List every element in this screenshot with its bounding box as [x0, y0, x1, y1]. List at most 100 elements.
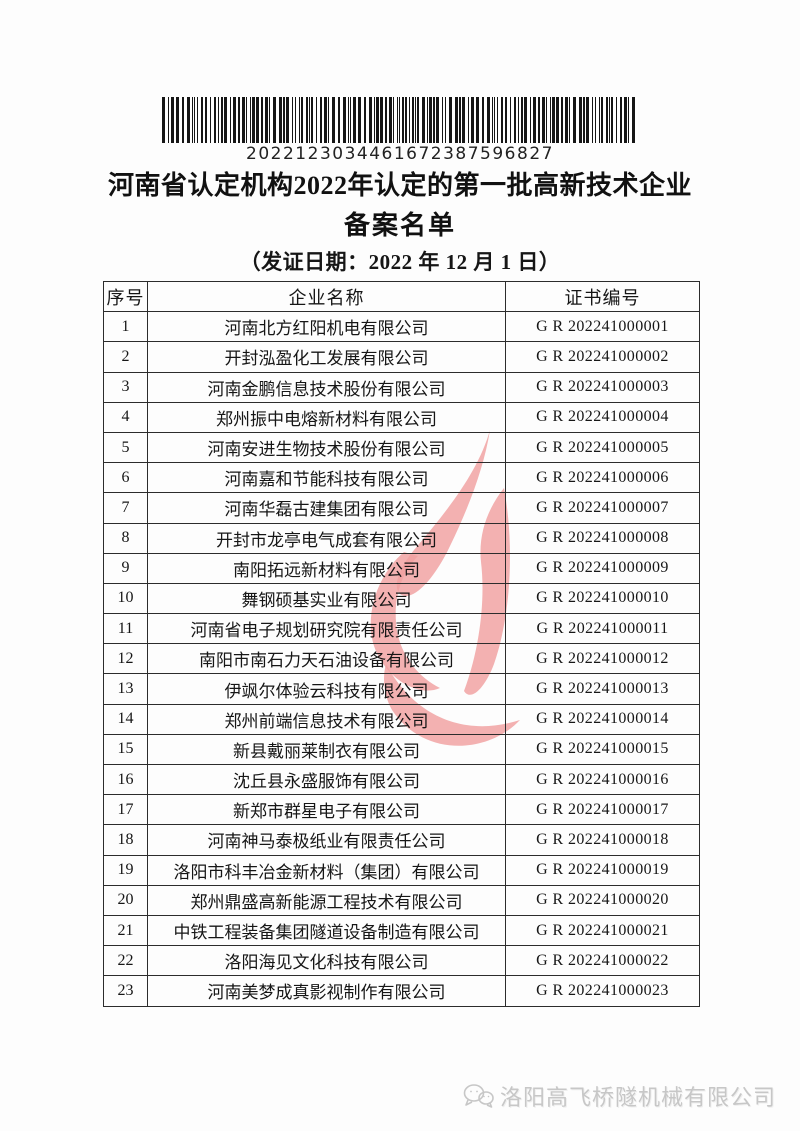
row-index-cell: 11 — [103, 613, 148, 645]
row-index-cell: 15 — [103, 733, 148, 766]
cert-number-cell: G R 202241000009 — [505, 552, 700, 584]
cert-number-cell: G R 202241000002 — [505, 341, 700, 373]
table-row: 19 洛阳市科丰冶金新材料（集团）有限公司 G R 202241000019 — [103, 854, 700, 886]
company-name-cell: 开封市龙亭电气成套有限公司 — [147, 522, 506, 554]
row-index-cell: 6 — [103, 462, 148, 494]
table-row: 8 开封市龙亭电气成套有限公司 G R 202241000008 — [103, 522, 700, 554]
header-index: 序号 — [103, 280, 148, 313]
cert-number-cell: G R 202241000021 — [505, 914, 700, 947]
row-index-cell: 23 — [103, 975, 148, 1007]
row-index-cell: 19 — [103, 854, 148, 886]
header-cert-number: 证书编号 — [505, 280, 700, 313]
row-index-cell: 14 — [103, 703, 148, 735]
company-name-cell: 河南嘉和节能科技有限公司 — [147, 462, 506, 494]
cert-number-cell: G R 202241000014 — [505, 703, 700, 735]
header-company-name: 企业名称 — [147, 280, 506, 313]
company-name-cell: 南阳市南石力天石油设备有限公司 — [147, 643, 506, 675]
document-title-line2: 备案名单 — [343, 211, 456, 240]
cert-number-cell: G R 202241000006 — [505, 462, 700, 494]
company-name-cell: 伊飒尔体验云科技有限公司 — [147, 673, 506, 705]
table-row: 5 河南安进生物技术股份有限公司 G R 202241000005 — [103, 431, 700, 464]
table-row: 4 郑州振中电熔新材料有限公司 G R 202241000004 — [103, 401, 700, 433]
company-name-cell: 河南美梦成真影视制作有限公司 — [147, 975, 506, 1007]
company-name-cell: 洛阳海见文化科技有限公司 — [147, 945, 506, 977]
row-index-cell: 5 — [103, 431, 148, 464]
row-index-cell: 18 — [103, 824, 148, 856]
cert-number-cell: G R 202241000005 — [505, 431, 700, 464]
cert-number-cell: G R 202241000001 — [505, 311, 700, 343]
table-row: 17 新郑市群星电子有限公司 G R 202241000017 — [103, 794, 700, 826]
company-name-cell: 河南金鹏信息技术股份有限公司 — [147, 371, 506, 403]
row-index-cell: 22 — [103, 945, 148, 977]
cert-number-cell: G R 202241000022 — [505, 945, 700, 977]
row-index-cell: 7 — [103, 492, 148, 524]
table-row: 21 中铁工程装备集团隧道设备制造有限公司 G R 202241000021 — [103, 914, 700, 947]
table-row: 1 河南北方红阳机电有限公司 G R 202241000001 — [103, 311, 700, 343]
cert-number-cell: G R 202241000011 — [505, 613, 700, 645]
table-row: 22 洛阳海见文化科技有限公司 G R 202241000022 — [103, 945, 700, 977]
cert-number-cell: G R 202241000003 — [505, 371, 700, 403]
company-table-wrap: 序号 企业名称 证书编号 1 河南北方红阳机电有限公司 G R 2022410000… — [103, 280, 700, 1007]
table-row: 16 沈丘县永盛服饰有限公司 G R 202241000016 — [103, 763, 700, 796]
cert-number-cell: G R 202241000012 — [505, 643, 700, 675]
company-table-body: 1 河南北方红阳机电有限公司 G R 202241000001 2 开封泓盈化工发展有限… — [103, 311, 700, 1007]
cert-number-cell: G R 202241000007 — [505, 492, 700, 524]
cert-number-cell: G R 202241000015 — [505, 733, 700, 766]
barcode-bars — [162, 97, 638, 143]
company-name-cell: 洛阳市科丰冶金新材料（集团）有限公司 — [147, 854, 506, 886]
table-row: 7 河南华磊古建集团有限公司 G R 202241000007 — [103, 492, 700, 524]
company-name-cell: 郑州鼎盛高新能源工程技术有限公司 — [147, 884, 506, 916]
company-name-cell: 舞钢硕基实业有限公司 — [147, 582, 506, 615]
row-index-cell: 2 — [103, 341, 148, 373]
row-index-cell: 1 — [103, 311, 148, 343]
cert-number-cell: G R 202241000020 — [505, 884, 700, 916]
company-name-cell: 沈丘县永盛服饰有限公司 — [147, 763, 506, 796]
table-row: 15 新县戴丽莱制衣有限公司 G R 202241000015 — [103, 733, 700, 766]
company-name-cell: 郑州振中电熔新材料有限公司 — [147, 401, 506, 433]
table-row: 6 河南嘉和节能科技有限公司 G R 202241000006 — [103, 462, 700, 494]
cert-number-cell: G R 202241000018 — [505, 824, 700, 856]
footer-brand: 洛阳高飞桥隧机械有限公司 — [462, 1080, 776, 1112]
cert-number-cell: G R 202241000017 — [505, 794, 700, 826]
document-title-line1: 河南省认定机构2022年认定的第一批高新技术企业 — [107, 171, 692, 200]
table-row: 18 河南神马泰极纸业有限责任公司 G R 202241000018 — [103, 824, 700, 856]
row-index-cell: 4 — [103, 401, 148, 433]
row-index-cell: 13 — [103, 673, 148, 705]
table-row: 9 南阳拓远新材料有限公司 G R 202241000009 — [103, 552, 700, 584]
company-name-cell: 河南安进生物技术股份有限公司 — [147, 431, 506, 464]
cert-number-cell: G R 202241000004 — [505, 401, 700, 433]
company-name-cell: 新郑市群星电子有限公司 — [147, 794, 506, 826]
wechat-icon — [462, 1082, 494, 1110]
cert-number-cell: G R 202241000013 — [505, 673, 700, 705]
row-index-cell: 8 — [103, 522, 148, 554]
company-name-cell: 中铁工程装备集团隧道设备制造有限公司 — [147, 914, 506, 947]
table-row: 23 河南美梦成真影视制作有限公司 G R 202241000023 — [103, 975, 700, 1007]
table-row: 11 河南省电子规划研究院有限责任公司 G R 202241000011 — [103, 613, 700, 645]
cert-number-cell: G R 202241000016 — [505, 763, 700, 796]
company-name-cell: 河南神马泰极纸业有限责任公司 — [147, 824, 506, 856]
company-name-cell: 河南华磊古建集团有限公司 — [147, 492, 506, 524]
table-row: 14 郑州前端信息技术有限公司 G R 202241000014 — [103, 703, 700, 735]
cert-number-cell: G R 202241000023 — [505, 975, 700, 1007]
issue-date-subtitle: （发证日期：2022 年 12 月 1 日） — [239, 250, 561, 274]
table-row: 10 舞钢硕基实业有限公司 G R 202241000010 — [103, 582, 700, 615]
cert-number-cell: G R 202241000010 — [505, 582, 700, 615]
barcode: 2022123034461672387596827 — [162, 97, 638, 164]
table-header-row: 序号 企业名称 证书编号 — [103, 280, 700, 313]
row-index-cell: 9 — [103, 552, 148, 584]
company-name-cell: 新县戴丽莱制衣有限公司 — [147, 733, 506, 766]
company-name-cell: 河南北方红阳机电有限公司 — [147, 311, 506, 343]
cert-number-cell: G R 202241000008 — [505, 522, 700, 554]
row-index-cell: 3 — [103, 371, 148, 403]
row-index-cell: 21 — [103, 914, 148, 947]
company-table: 序号 企业名称 证书编号 1 河南北方红阳机电有限公司 G R 2022410000… — [103, 280, 700, 1007]
company-name-cell: 河南省电子规划研究院有限责任公司 — [147, 613, 506, 645]
row-index-cell: 12 — [103, 643, 148, 675]
row-index-cell: 20 — [103, 884, 148, 916]
company-name-cell: 南阳拓远新材料有限公司 — [147, 552, 506, 584]
company-name-cell: 郑州前端信息技术有限公司 — [147, 703, 506, 735]
cert-number-cell: G R 202241000019 — [505, 854, 700, 886]
table-row: 13 伊飒尔体验云科技有限公司 G R 202241000013 — [103, 673, 700, 705]
table-row: 20 郑州鼎盛高新能源工程技术有限公司 G R 202241000020 — [103, 884, 700, 916]
